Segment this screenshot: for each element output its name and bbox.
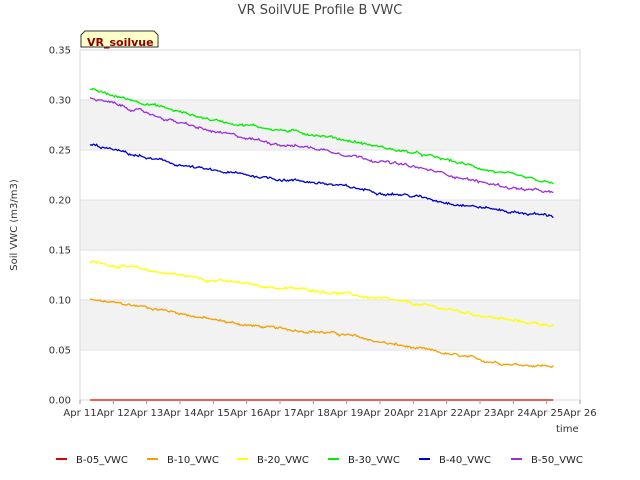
legend-item: B-40_VWC	[419, 453, 491, 469]
y-tick-label: 0.35	[49, 46, 71, 57]
series-line-b-40-vwc	[89, 143, 554, 219]
x-tick-label: Apr 20	[363, 408, 396, 419]
grid-band	[80, 100, 580, 150]
x-tick-label: Apr 13	[130, 408, 163, 419]
legend-swatch	[419, 458, 430, 460]
x-tick-label: Apr 12	[97, 408, 130, 419]
y-tick-label: 0.20	[49, 196, 71, 207]
y-tick-label: 0.00	[49, 396, 71, 407]
x-tick-label: Apr 26	[563, 408, 596, 419]
x-tick-label: Apr 24	[497, 408, 530, 419]
grid-band	[80, 300, 580, 350]
legend-swatch	[147, 458, 158, 460]
series-line-b-20-vwc	[89, 260, 554, 328]
x-tick-label: Apr 25	[530, 408, 563, 419]
legend-item: B-10_VWC	[147, 453, 219, 469]
legend: B-05_VWC B-10_VWC B-20_VWC B-30_VWC B-40_VWC…	[0, 453, 640, 469]
series-line-b-10-vwc	[89, 298, 554, 368]
series-line-b-30-vwc	[89, 87, 554, 185]
legend-swatch	[328, 458, 339, 460]
y-tick-label: 0.30	[49, 96, 71, 107]
y-tick-label: 0.25	[49, 146, 71, 157]
series-line-b-50-vwc	[89, 96, 554, 194]
x-tick-label: Apr 17	[263, 408, 296, 419]
grid-band	[80, 200, 580, 250]
x-tick-label: Apr 14	[163, 408, 196, 419]
legend-label: B-40_VWC	[439, 455, 491, 466]
x-axis-label: time	[556, 424, 579, 435]
legend-label: B-10_VWC	[167, 455, 219, 466]
y-tick-label: 0.05	[49, 346, 71, 357]
legend-label: B-50_VWC	[531, 455, 583, 466]
y-tick-label: 0.15	[49, 246, 71, 257]
site-badge: VR_soilvue	[80, 30, 159, 49]
chart-title: VR SoilVUE Profile B VWC	[237, 3, 403, 18]
y-axis-label: Soil VWC (m3/m3)	[9, 179, 20, 271]
legend-swatch	[511, 458, 522, 460]
legend-item: B-05_VWC	[56, 453, 128, 469]
legend-label: B-20_VWC	[257, 455, 309, 466]
legend-item: B-30_VWC	[328, 453, 400, 469]
legend-item: B-20_VWC	[237, 453, 309, 469]
x-tick-label: Apr 22	[430, 408, 463, 419]
legend-label: B-30_VWC	[348, 455, 400, 466]
x-tick-label: Apr 15	[197, 408, 230, 419]
site-badge-label: VR_soilvue	[87, 36, 154, 49]
legend-item: B-50_VWC	[511, 453, 583, 469]
legend-label: B-05_VWC	[76, 455, 128, 466]
legend-swatch	[56, 458, 67, 460]
y-tick-label: 0.10	[49, 296, 71, 307]
x-tick-label: Apr 19	[330, 408, 363, 419]
x-tick-label: Apr 16	[230, 408, 263, 419]
x-tick-label: Apr 11	[63, 408, 96, 419]
x-tick-label: Apr 23	[463, 408, 496, 419]
legend-swatch	[237, 458, 248, 460]
x-tick-label: Apr 18	[297, 408, 330, 419]
x-tick-label: Apr 21	[397, 408, 430, 419]
